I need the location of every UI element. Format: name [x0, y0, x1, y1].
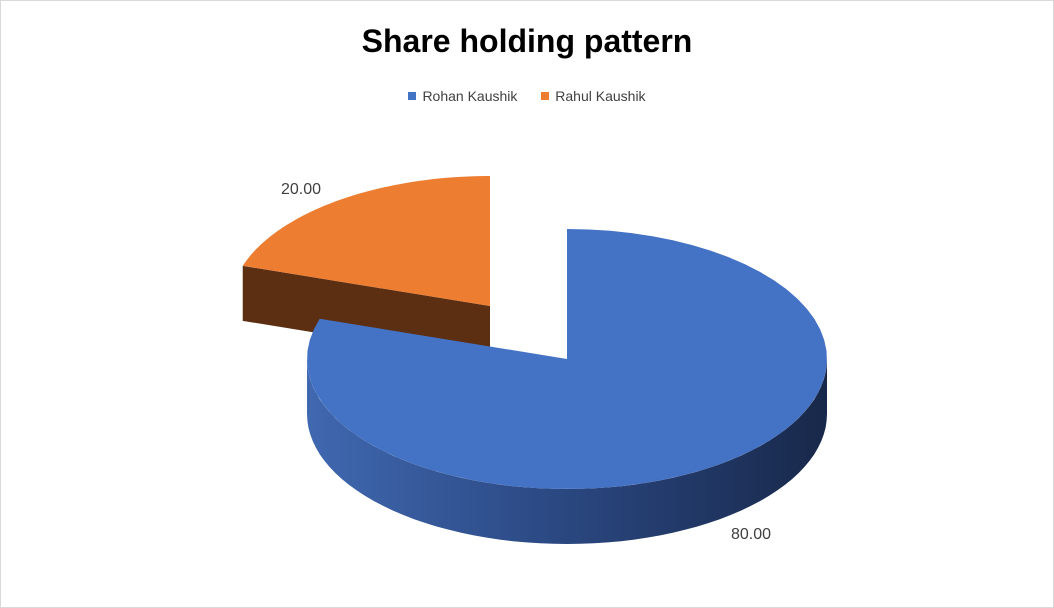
legend-item-rohan: Rohan Kaushik	[408, 88, 517, 104]
legend-label: Rohan Kaushik	[422, 88, 518, 104]
legend-label: Rahul Kaushik	[555, 88, 646, 104]
legend-swatch	[541, 92, 550, 100]
data-label-rahul: 20.00	[281, 181, 321, 198]
chart-title: Share holding pattern	[361, 23, 693, 59]
slice-wall-rohan	[307, 359, 827, 544]
legend: Rohan Kaushik Rahul Kaushik	[1, 87, 1053, 104]
legend-swatch	[408, 92, 417, 100]
data-label-rohan: 80.00	[731, 526, 771, 543]
slice-rohan	[307, 229, 827, 489]
slice-rahul	[242, 176, 490, 306]
legend-item-rahul: Rahul Kaushik	[541, 88, 646, 104]
